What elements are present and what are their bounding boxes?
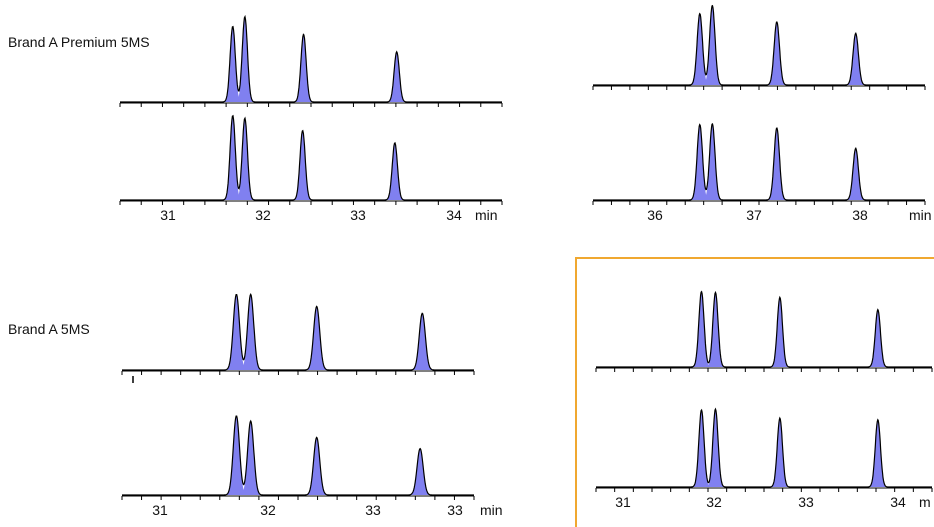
peak-area-1-1-3 bbox=[847, 148, 865, 200]
peak-area-1-0-2 bbox=[768, 21, 786, 85]
trace-line-0-1 bbox=[120, 114, 502, 201]
tick-label-3-2: 33 bbox=[798, 494, 814, 510]
tick-label-0-2: 33 bbox=[350, 207, 366, 223]
tick-label-3-3: 34 bbox=[890, 494, 906, 510]
trace-line-3-0 bbox=[596, 290, 932, 368]
tick-label-2-2: 33 bbox=[365, 502, 381, 518]
peak-area-2-1-3 bbox=[410, 448, 430, 495]
tick-label-0-0: 31 bbox=[160, 207, 176, 223]
peak-area-3-1-1 bbox=[707, 409, 724, 487]
tick-label-0-3: 34 bbox=[446, 207, 462, 223]
trace-line-3-1 bbox=[596, 407, 932, 488]
tick-label-2-0: 31 bbox=[152, 502, 168, 518]
brand-a-premium-label: Brand A Premium 5MS bbox=[8, 34, 150, 50]
trace-line-2-1 bbox=[122, 415, 474, 496]
peak-area-3-1-3 bbox=[869, 419, 887, 487]
peak-area-0-0-2 bbox=[295, 34, 312, 103]
highlight-box bbox=[575, 257, 934, 527]
trace-line-1-1 bbox=[593, 122, 925, 201]
peak-area-2-0-2 bbox=[306, 306, 327, 370]
tick-label-3-1: 32 bbox=[706, 494, 722, 510]
tick-label-1-2: 38 bbox=[852, 207, 868, 223]
trace-line-1-0 bbox=[593, 4, 925, 86]
tick-label-0-1: 32 bbox=[255, 207, 271, 223]
tick-label-1-0: 36 bbox=[647, 207, 663, 223]
axis-unit-2: min bbox=[480, 502, 503, 518]
peak-area-1-1-2 bbox=[768, 127, 786, 200]
peak-area-0-1-2 bbox=[294, 130, 311, 200]
peak-area-3-0-1 bbox=[707, 292, 724, 367]
brand-a-label: Brand A 5MS bbox=[8, 321, 90, 337]
peak-area-2-1-2 bbox=[306, 437, 327, 495]
tick-label-2-1: 32 bbox=[260, 502, 276, 518]
axis-unit-3: m bbox=[919, 494, 931, 510]
peak-area-0-1-3 bbox=[386, 142, 404, 200]
trace-line-0-0 bbox=[120, 14, 502, 103]
tick-label-2-3: 33 bbox=[447, 502, 463, 518]
peak-area-3-1-2 bbox=[771, 418, 789, 487]
peak-area-3-0-2 bbox=[771, 297, 789, 367]
axis-unit-1: min bbox=[909, 207, 932, 223]
peak-area-0-0-3 bbox=[388, 51, 406, 102]
peak-area-3-0-0 bbox=[693, 291, 710, 367]
peak-area-2-0-3 bbox=[412, 313, 433, 370]
tick-label-3-0: 31 bbox=[615, 494, 631, 510]
peak-area-1-0-3 bbox=[847, 33, 865, 85]
tick-label-1-1: 37 bbox=[746, 207, 762, 223]
peak-area-3-1-0 bbox=[693, 409, 710, 487]
peak-area-3-0-3 bbox=[869, 309, 887, 367]
trace-line-2-0 bbox=[122, 292, 474, 371]
axis-unit-0: min bbox=[475, 207, 498, 223]
